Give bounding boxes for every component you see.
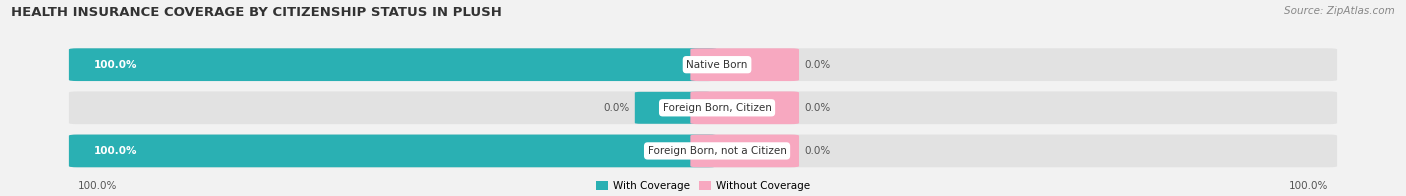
Text: 0.0%: 0.0% — [804, 60, 831, 70]
Text: Foreign Born, Citizen: Foreign Born, Citizen — [662, 103, 772, 113]
Text: 100.0%: 100.0% — [1289, 181, 1329, 191]
FancyBboxPatch shape — [690, 48, 799, 81]
Text: Native Born: Native Born — [686, 60, 748, 70]
Legend: With Coverage, Without Coverage: With Coverage, Without Coverage — [596, 181, 810, 191]
Text: 100.0%: 100.0% — [94, 146, 138, 156]
Text: HEALTH INSURANCE COVERAGE BY CITIZENSHIP STATUS IN PLUSH: HEALTH INSURANCE COVERAGE BY CITIZENSHIP… — [11, 6, 502, 19]
FancyBboxPatch shape — [69, 48, 1337, 81]
FancyBboxPatch shape — [636, 92, 711, 124]
FancyBboxPatch shape — [69, 135, 717, 167]
FancyBboxPatch shape — [69, 92, 1337, 124]
FancyBboxPatch shape — [69, 48, 717, 81]
Text: 0.0%: 0.0% — [804, 103, 831, 113]
Text: Foreign Born, not a Citizen: Foreign Born, not a Citizen — [648, 146, 786, 156]
FancyBboxPatch shape — [69, 135, 1337, 167]
Text: 100.0%: 100.0% — [94, 60, 138, 70]
FancyBboxPatch shape — [690, 92, 799, 124]
FancyBboxPatch shape — [690, 135, 799, 167]
Text: 100.0%: 100.0% — [77, 181, 117, 191]
Text: 0.0%: 0.0% — [804, 146, 831, 156]
Text: 0.0%: 0.0% — [603, 103, 630, 113]
Text: Source: ZipAtlas.com: Source: ZipAtlas.com — [1284, 6, 1395, 16]
